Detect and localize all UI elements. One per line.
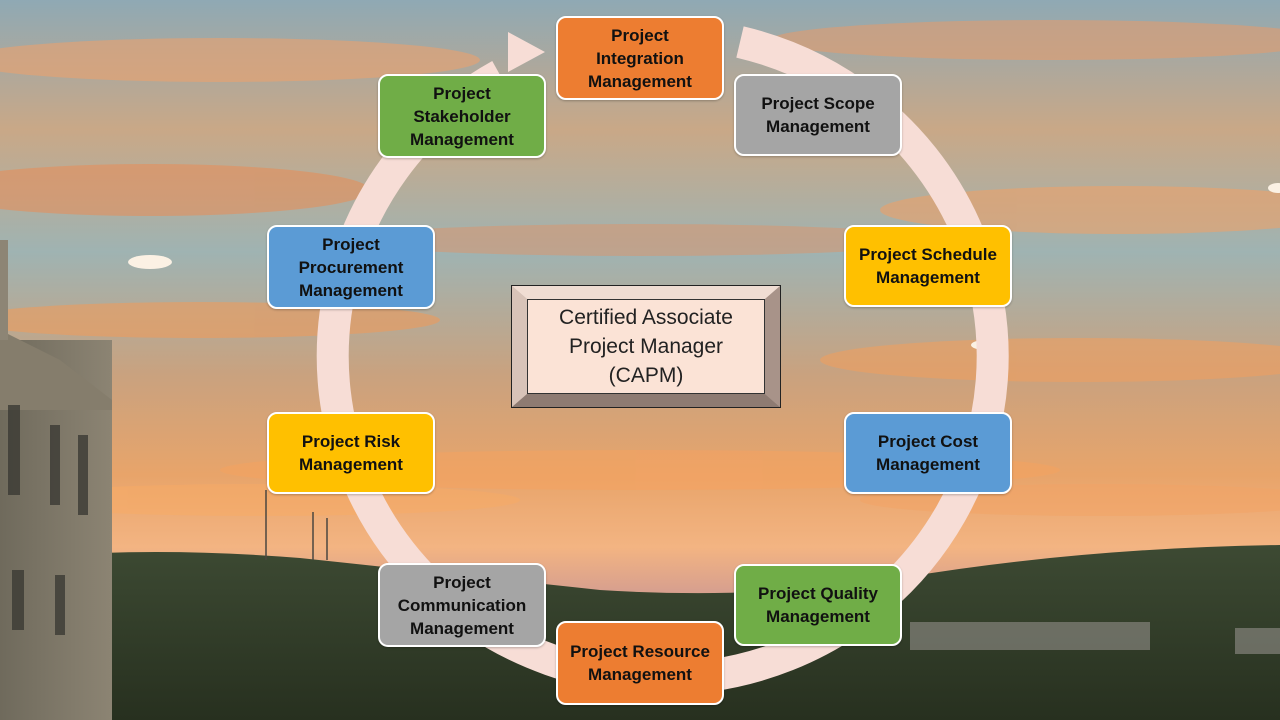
center-title-text: Certified Associate Project Manager (CAP… [527, 299, 765, 394]
node-schedule-management: Project Schedule Management [844, 225, 1012, 307]
node-communication-management: Project Communication Management [378, 563, 546, 647]
node-risk-management: Project Risk Management [267, 412, 435, 494]
node-integration-management: Project Integration Management [556, 16, 724, 100]
node-procurement-management: Project Procurement Management [267, 225, 435, 309]
center-bevel [512, 286, 780, 407]
cycle-arrowhead [508, 32, 545, 72]
center-title-box: Certified Associate Project Manager (CAP… [511, 285, 781, 408]
node-stakeholder-management: Project Stakeholder Management [378, 74, 546, 158]
node-resource-management: Project Resource Management [556, 621, 724, 705]
node-cost-management: Project Cost Management [844, 412, 1012, 494]
node-scope-management: Project Scope Management [734, 74, 902, 156]
node-quality-management: Project Quality Management [734, 564, 902, 646]
